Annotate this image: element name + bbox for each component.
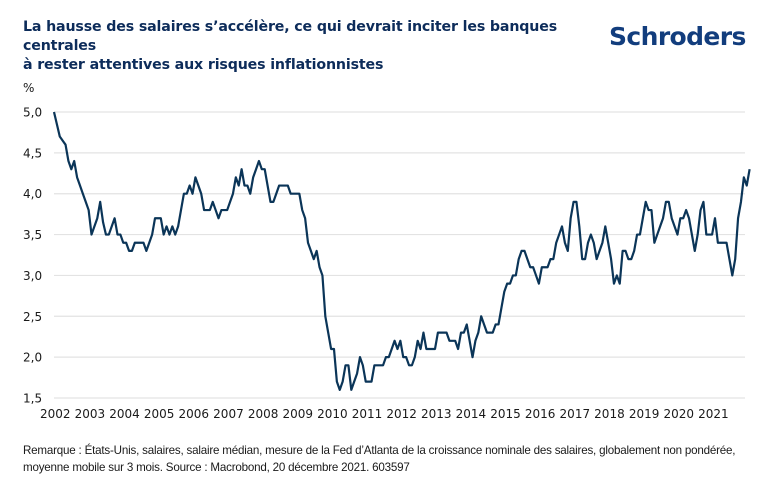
y-tick-label: 3,0 <box>23 269 42 283</box>
series-line <box>52 111 751 391</box>
x-tick-label: 2014 <box>456 407 487 421</box>
y-axis-ticks: 5,0 4,5 4,0 3,5 3,0 2,5 2,0 1,5 <box>23 106 42 406</box>
x-tick-label: 2008 <box>248 407 279 421</box>
x-tick-label: 2019 <box>629 407 660 421</box>
x-axis-ticks: 2002 2003 2004 2005 2006 2007 2008 2009 2010 2011… <box>40 407 729 421</box>
chart-title: La hausse des salaires s’accélère, ce qu… <box>23 18 583 75</box>
y-tick-label: 3,5 <box>23 228 42 242</box>
x-tick-label: 2007 <box>213 407 244 421</box>
chart-title-line-2: à rester attentives aux risques inflatio… <box>23 57 384 73</box>
x-tick-label: 2011 <box>352 407 383 421</box>
footnote-line-1: Remarque : États-Unis, salaires, salaire… <box>23 444 736 457</box>
series-group <box>52 111 751 391</box>
y-tick-label: 4,5 <box>23 146 42 160</box>
gridlines <box>54 111 745 399</box>
y-tick-label: 2,0 <box>23 351 42 365</box>
x-tick-label: 2002 <box>40 407 71 421</box>
x-tick-label: 2016 <box>525 407 556 421</box>
y-axis-label: % <box>23 81 34 95</box>
footnote-line-2: moyenne mobile sur 3 mois. Source : Macr… <box>23 461 410 474</box>
x-tick-label: 2017 <box>560 407 591 421</box>
x-tick-label: 2005 <box>144 407 175 421</box>
y-tick-label: 5,0 <box>23 106 42 120</box>
x-tick-label: 2018 <box>594 407 625 421</box>
schroders-logo: Schroders <box>609 22 746 51</box>
x-tick-label: 2010 <box>317 407 348 421</box>
x-tick-label: 2004 <box>109 407 140 421</box>
x-tick-label: 2009 <box>282 407 313 421</box>
x-tick-label: 2013 <box>421 407 452 421</box>
chart-footnote: Remarque : États-Unis, salaires, salaire… <box>23 442 763 476</box>
x-tick-label: 2003 <box>75 407 106 421</box>
y-tick-label: 1,5 <box>23 392 42 406</box>
x-tick-label: 2021 <box>698 407 729 421</box>
x-tick-label: 2012 <box>386 407 417 421</box>
x-tick-label: 2015 <box>490 407 521 421</box>
y-tick-label: 4,0 <box>23 187 42 201</box>
x-tick-label: 2006 <box>179 407 210 421</box>
chart-title-line-1: La hausse des salaires s’accélère, ce qu… <box>23 19 558 54</box>
x-tick-label: 2020 <box>663 407 694 421</box>
y-tick-label: 2,5 <box>23 310 42 324</box>
series-points <box>53 111 750 390</box>
